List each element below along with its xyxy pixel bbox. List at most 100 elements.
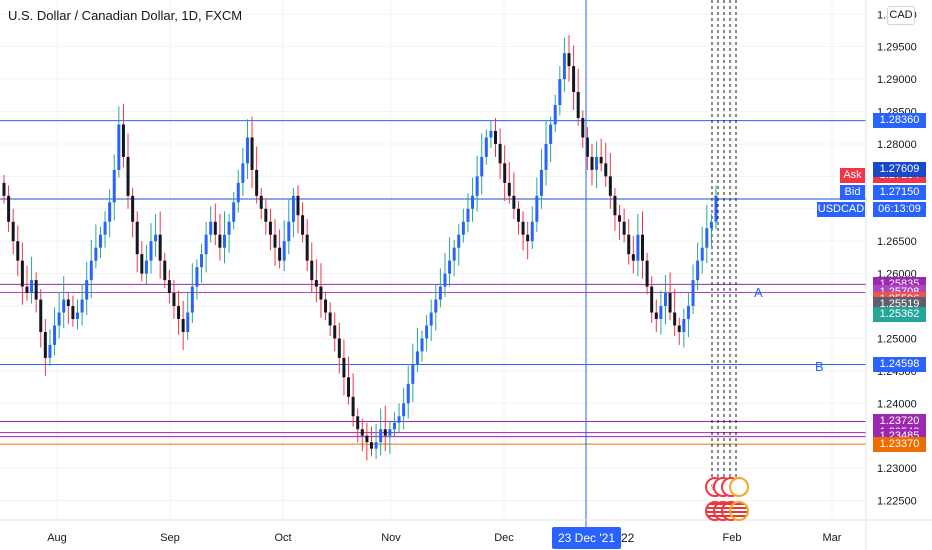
candle-body [268, 221, 272, 235]
candle-body [668, 293, 672, 313]
candle-body [126, 156, 130, 196]
candle-body [80, 299, 84, 313]
time-axis-ticks[interactable]: Aug Sep Oct Nov Dec Feb Mar [47, 532, 842, 544]
candle-body [319, 286, 323, 300]
price-label: 1.23370 [873, 436, 926, 452]
candle-body [369, 442, 373, 449]
candle-body [324, 299, 328, 313]
candle-body [39, 299, 43, 332]
candle-body [121, 124, 125, 157]
candle-body [264, 208, 268, 222]
candle-body [383, 429, 387, 436]
price-tick-label: 1.23000 [877, 463, 917, 475]
candle-body [686, 306, 690, 320]
candle-body [287, 221, 291, 242]
candle-body [700, 247, 704, 261]
candle-body [402, 403, 406, 417]
candle-body [342, 357, 346, 378]
event-icons[interactable]: ❀ [705, 477, 750, 525]
candle-body [144, 260, 148, 274]
candle-body [255, 169, 259, 196]
candle-body [213, 221, 217, 235]
candle-body [516, 208, 520, 222]
candle-body [296, 195, 300, 216]
annotation-a[interactable]: A [754, 285, 763, 300]
candle-body [89, 260, 93, 281]
candle-body [245, 137, 249, 164]
candle-body [388, 429, 392, 436]
time-tick-label: Sep [160, 532, 180, 544]
candle-body [714, 195, 718, 222]
candle-body [94, 247, 98, 261]
candle-body [112, 169, 116, 203]
candle-body [34, 280, 38, 300]
candle-body [650, 286, 654, 313]
candle-body [278, 247, 282, 261]
candle-body [291, 195, 295, 222]
annotation-b[interactable]: B [815, 359, 824, 374]
candle-body [218, 234, 222, 248]
candle-body [392, 422, 396, 430]
candle-body [62, 299, 66, 313]
candle-body [149, 241, 153, 261]
us-flag-icon[interactable] [729, 501, 749, 521]
candle-body [236, 182, 240, 203]
candle-body [365, 435, 369, 443]
currency-button[interactable]: CAD [887, 6, 915, 25]
candle-body [75, 312, 79, 320]
candle-body [186, 312, 190, 332]
candle-body [177, 306, 181, 320]
candle-body [227, 221, 231, 235]
candle-body [673, 312, 677, 326]
candle-body [250, 137, 254, 170]
candle-body [471, 195, 475, 209]
horizontal-level-lines[interactable] [0, 120, 866, 445]
price-tick-label: 1.28000 [877, 139, 917, 151]
candle-body [374, 442, 378, 449]
candle-body [103, 221, 107, 235]
candle-body [618, 215, 622, 222]
time-tick-label: Mar [823, 532, 842, 544]
candle-body [273, 234, 277, 248]
candle-body [457, 234, 461, 248]
candle-body [530, 221, 534, 242]
candle-body [438, 286, 442, 300]
candle-body [200, 254, 204, 268]
candle-body [190, 286, 194, 313]
price-label: 1.28360 [873, 113, 926, 129]
candle-body [53, 325, 57, 345]
candle-body [526, 234, 530, 242]
candle-body [503, 163, 507, 183]
candle-body [314, 280, 318, 287]
candle-body [622, 221, 626, 235]
candle-body [489, 130, 493, 138]
candle-body [337, 338, 341, 358]
candle-body [448, 260, 452, 274]
candle-body [691, 280, 695, 307]
dotted-vertical-lines [711, 0, 737, 485]
symbol-tag-label: USDCAD [817, 202, 865, 217]
candle-body [654, 312, 658, 320]
candle-body [411, 364, 415, 384]
candle-body [43, 331, 47, 358]
candle-body [379, 429, 383, 443]
canada-flag-icon[interactable] [729, 477, 749, 497]
price-tick-label: 1.24000 [877, 398, 917, 410]
ask-tag-label: Ask [840, 168, 865, 183]
candle-body [641, 234, 645, 261]
candle-body [553, 105, 557, 125]
candle-body [328, 312, 332, 326]
candle-body [480, 156, 484, 177]
candle-body [16, 241, 20, 261]
candle-body [627, 234, 631, 255]
symbol-title[interactable]: U.S. Dollar / Canadian Dollar, 1D, FXCM [8, 8, 243, 23]
candle-body [259, 195, 263, 209]
candle-body [613, 195, 617, 216]
price-tick-label: 1.25000 [877, 333, 917, 345]
candle-body [397, 416, 401, 423]
candle-body [163, 260, 167, 281]
candle-body [429, 312, 433, 326]
candle-body [131, 195, 135, 222]
candle-body [30, 280, 34, 294]
